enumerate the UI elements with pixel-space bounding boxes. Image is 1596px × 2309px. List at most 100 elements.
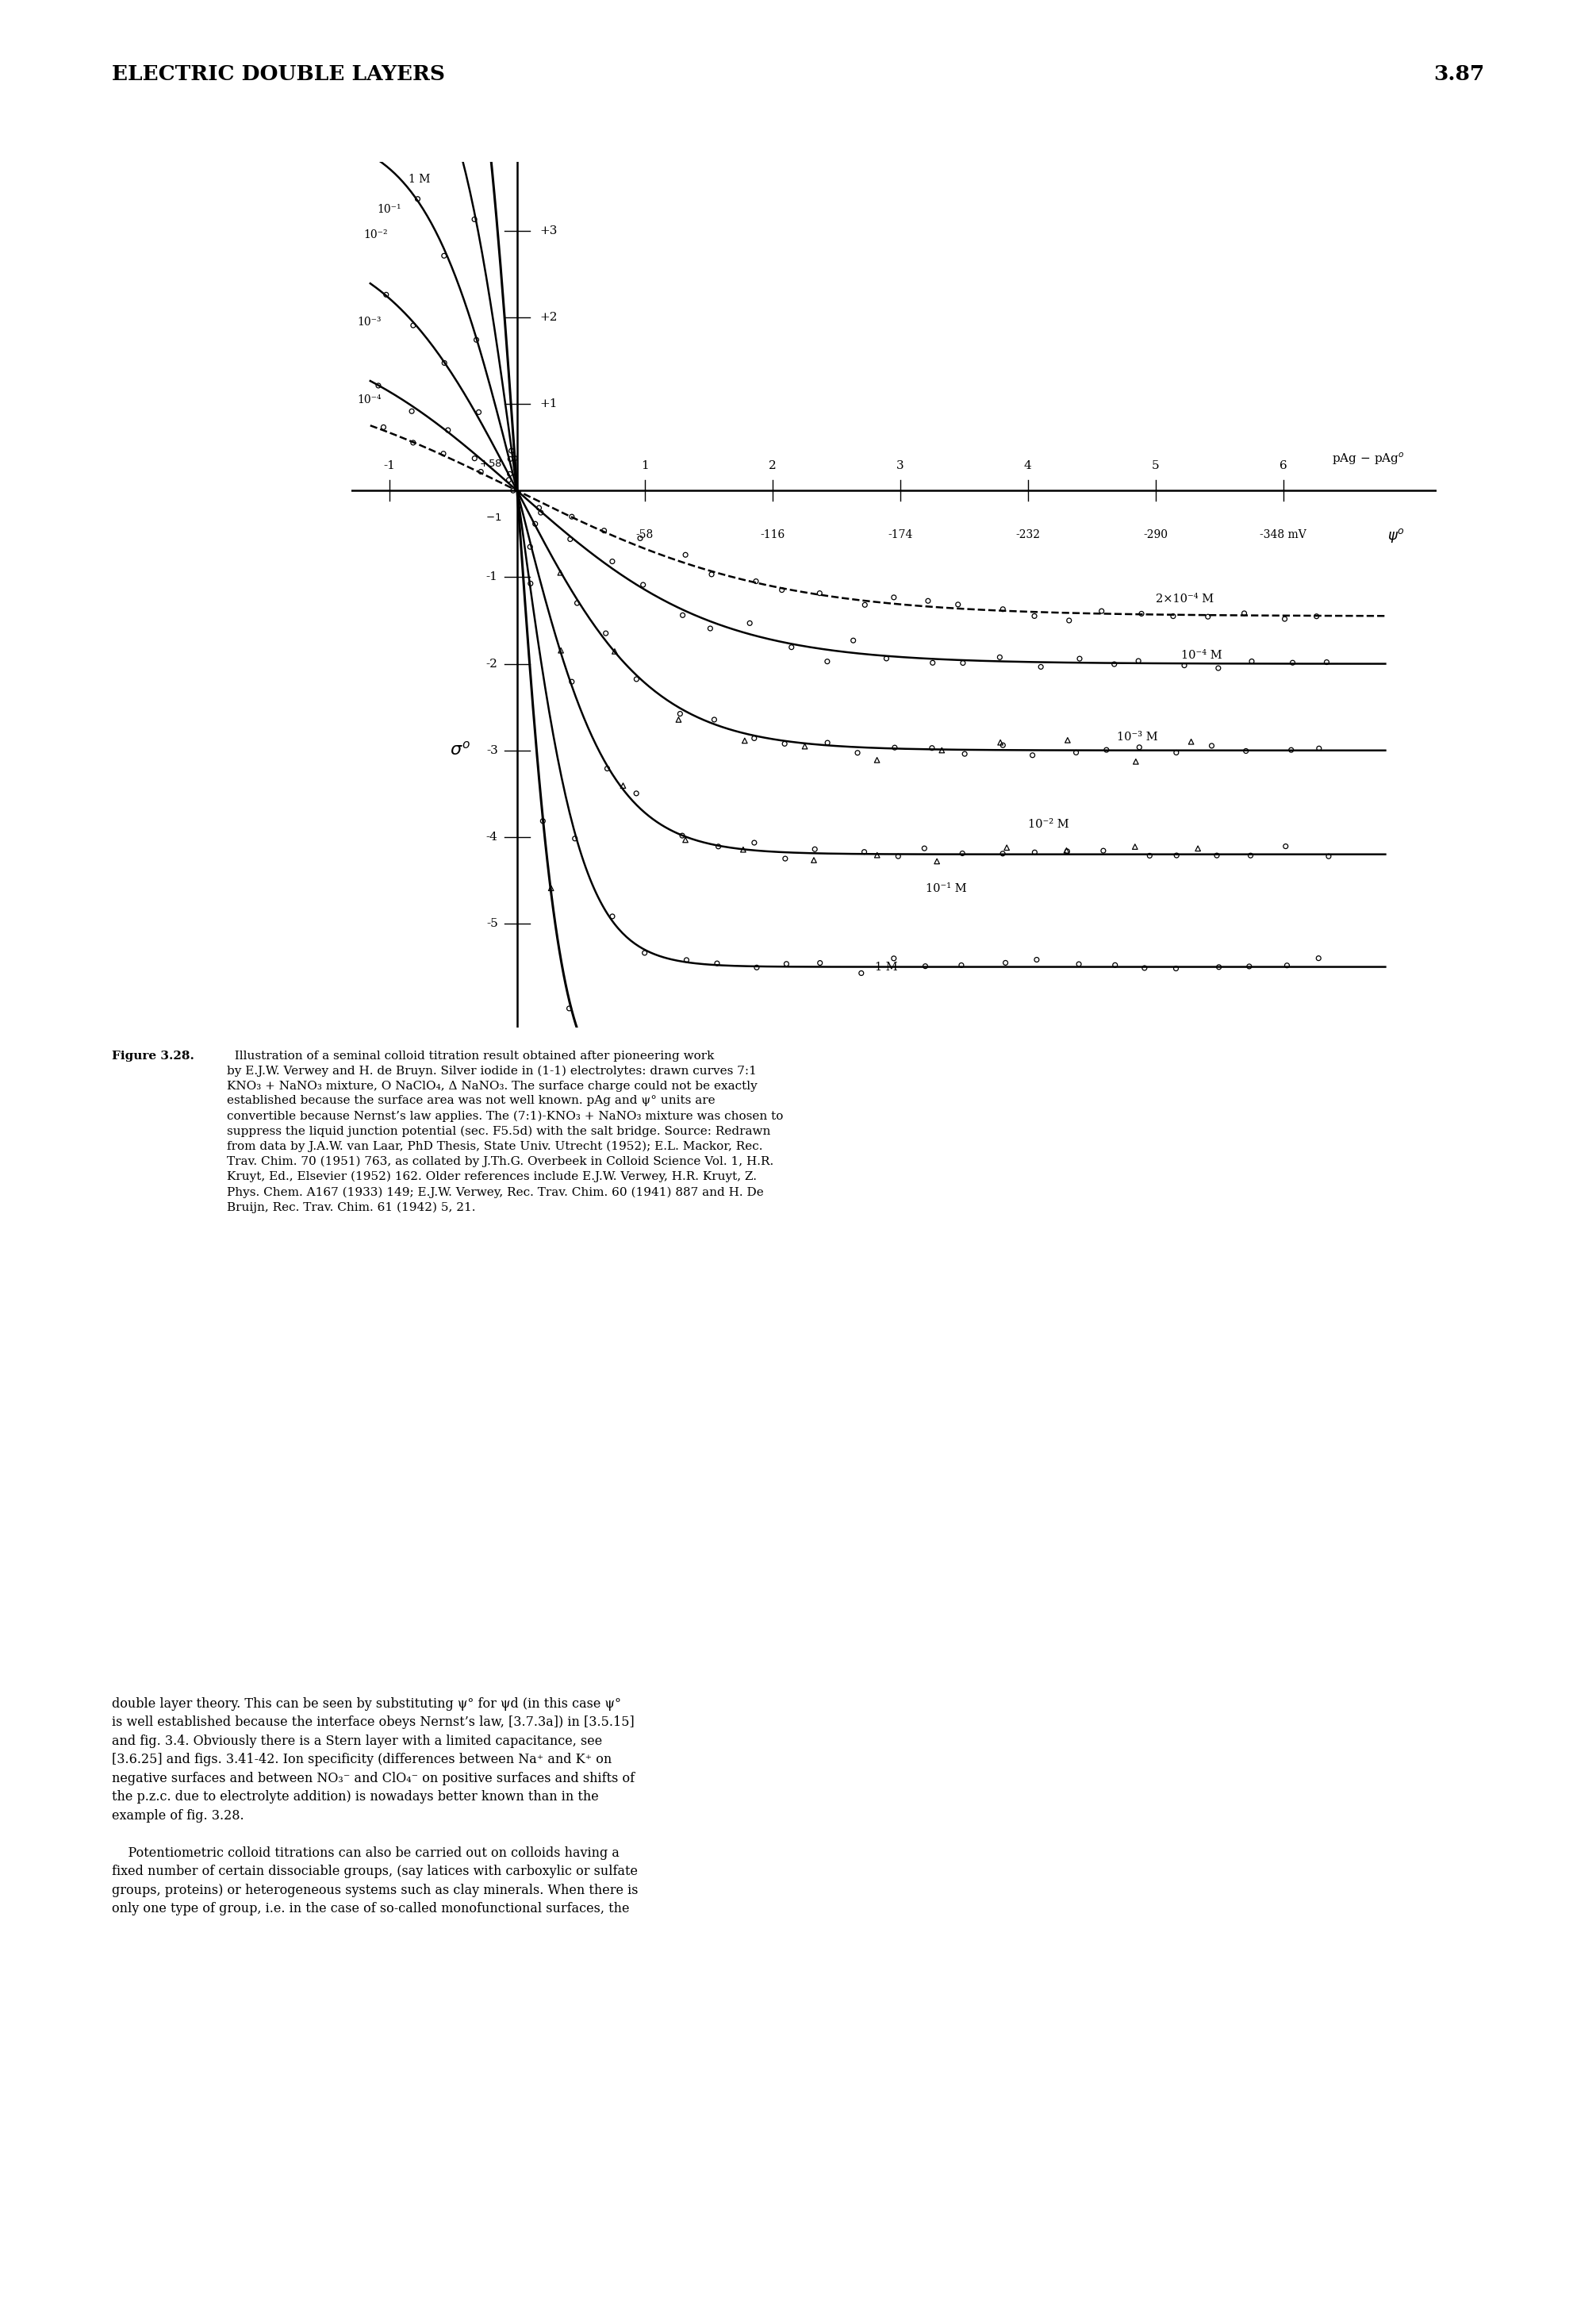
Point [704,1081,729,1118]
Text: 10⁻³ M: 10⁻³ M [1117,732,1159,743]
Point [911,829,937,866]
Point [461,441,487,478]
Point [873,640,899,677]
Point [982,1078,1007,1115]
Point [624,660,650,697]
Point [1101,647,1127,683]
Point [1136,1081,1162,1118]
Point [1205,649,1231,686]
Point [841,621,867,658]
Point [1277,1081,1302,1118]
Point [498,441,523,478]
Point [1207,949,1232,986]
Text: 10⁻⁴ M: 10⁻⁴ M [1181,649,1223,660]
Text: -1: -1 [487,573,498,582]
Text: 10⁻⁴: 10⁻⁴ [358,395,381,406]
Point [950,644,975,681]
Point [884,1071,910,1108]
Point [559,663,584,700]
Point [610,767,635,804]
Text: -58: -58 [635,529,654,540]
Point [370,9,396,46]
Point [1309,1078,1334,1115]
Point [600,898,626,935]
Point [1306,730,1331,767]
Text: 10⁻¹: 10⁻¹ [377,203,401,215]
Point [945,586,970,623]
Point [1122,829,1148,866]
Text: $+58$: $+58$ [479,459,501,469]
Point [951,737,977,774]
Point [733,723,758,760]
Point [919,730,945,767]
Text: -5: -5 [487,919,498,928]
Text: -1: -1 [383,459,396,471]
Point [769,573,795,610]
Point [667,1078,693,1115]
Point [950,836,975,873]
Point [808,944,833,981]
Point [1100,1071,1125,1108]
Point [774,944,800,981]
Point [527,490,552,526]
Point [626,1071,651,1108]
Point [431,344,456,381]
Point [401,307,426,344]
Point [1163,949,1189,986]
Point [592,513,618,550]
Point [365,141,391,178]
Point [547,633,573,670]
Point [1112,1083,1138,1120]
Point [1315,838,1341,875]
Text: 1: 1 [642,459,648,471]
Point [994,829,1020,866]
Text: ELECTRIC DOUBLE LAYERS: ELECTRIC DOUBLE LAYERS [112,65,445,85]
Point [1179,1071,1205,1108]
Text: 10⁻²: 10⁻² [364,229,388,240]
Text: -3: -3 [487,746,498,755]
Text: $\sigma^o$: $\sigma^o$ [450,741,469,760]
Text: 4: 4 [1025,459,1031,471]
Text: Illustration of a seminal colloid titration result obtained after pioneering wor: Illustration of a seminal colloid titrat… [227,1051,784,1212]
Point [792,727,817,764]
Point [1304,598,1329,635]
Point [431,238,456,275]
Point [1238,642,1264,679]
Point [672,536,697,573]
Point [1306,940,1331,977]
Point [1021,834,1047,870]
Point [744,949,769,986]
Text: -232: -232 [1015,529,1041,540]
Point [924,1078,950,1115]
Text: +3: +3 [539,226,559,236]
Point [530,804,555,840]
Point [670,596,696,633]
Point [1278,732,1304,769]
Point [803,831,828,868]
Point [1163,836,1189,873]
Point [1175,1078,1200,1115]
Point [990,727,1015,764]
Point [594,750,619,787]
Point [436,411,461,448]
Text: -116: -116 [760,529,785,540]
Text: 1 M: 1 M [875,961,897,972]
Point [1136,838,1162,875]
Point [1128,596,1154,633]
Point [1234,732,1259,769]
Point [517,566,543,603]
Point [496,455,522,492]
Text: -348 mV: -348 mV [1259,529,1307,540]
Point [434,90,460,127]
Point [990,836,1015,873]
Point [407,37,433,74]
Point [624,776,650,813]
Point [1186,829,1211,866]
Point [1025,942,1050,979]
Text: 3.87: 3.87 [1433,65,1484,85]
Text: 3: 3 [897,459,903,471]
Point [431,434,456,471]
Point [373,277,399,314]
Point [990,591,1015,628]
Point [1163,734,1189,771]
